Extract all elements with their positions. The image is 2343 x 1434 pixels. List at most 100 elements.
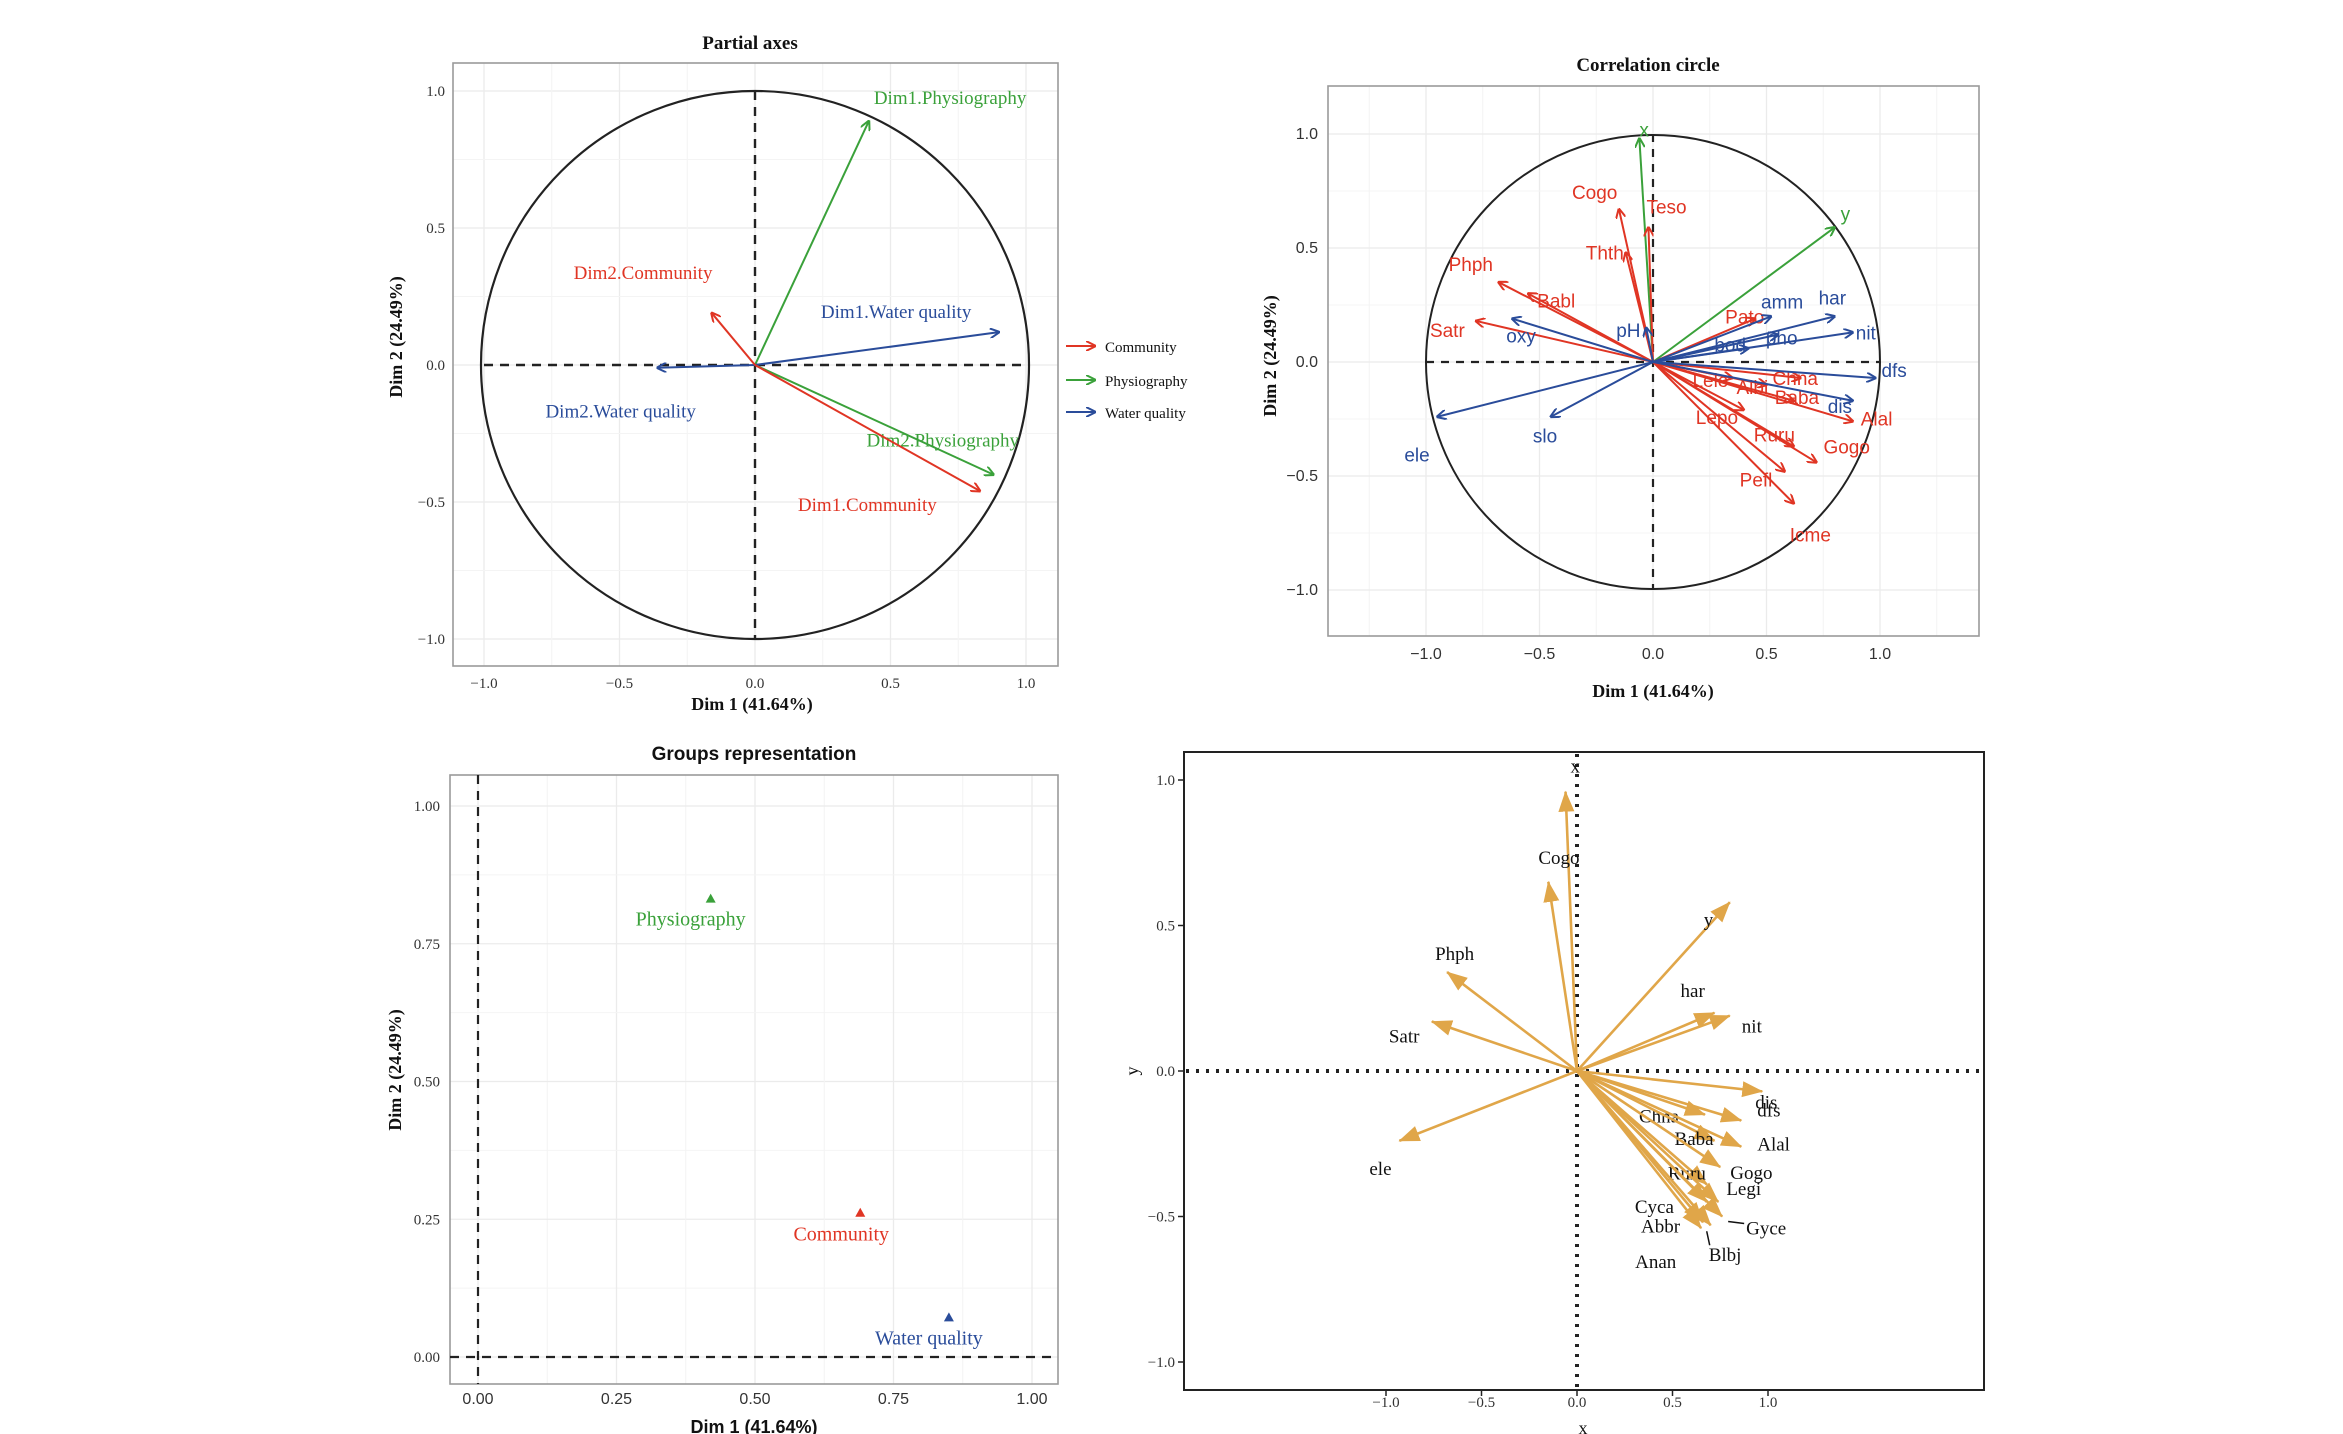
groups-representation-grid — [450, 775, 1058, 1384]
arrow-label-nit: nit — [1856, 323, 1877, 344]
y-tick-label: 0.0 — [1296, 354, 1318, 371]
arrow-label-har: har — [1681, 981, 1706, 1002]
arrow-gyce — [1576, 1070, 1724, 1218]
groups-representation-zero-lines — [450, 775, 1058, 1384]
y-tick-label: −1.0 — [1286, 582, 1318, 599]
arrow-label-dfs: dfs — [1757, 1100, 1780, 1121]
groups-representation-title: Groups representation — [652, 744, 857, 765]
arrow-label-x: x — [1639, 121, 1649, 142]
correlation-circle-xlabel: Dim 1 (41.64%) — [1592, 681, 1713, 702]
arrow-ele — [1398, 1069, 1578, 1143]
legend-label: Community — [1105, 340, 1177, 356]
groups-representation-xlabel: Dim 1 (41.64%) — [690, 1417, 817, 1434]
point-community — [855, 1207, 866, 1217]
arrow-label-satr: Satr — [1430, 321, 1466, 342]
biplot-panel: −1.0 −0.5 0.0 0.5 1.0 −1.0 −0.5 0.0 0.5 1.0 x Cogo… — [1122, 751, 1985, 1434]
arrow-blbj — [1576, 1070, 1712, 1227]
y-tick-label: −0.5 — [418, 495, 445, 511]
x-tick-label: 1.0 — [1869, 646, 1891, 663]
arrow-label-teso: Teso — [1646, 197, 1686, 218]
arrow-label-slo: slo — [1533, 427, 1557, 448]
partial-axes-xlabel: Dim 1 (41.64%) — [691, 694, 812, 715]
arrow-teso — [1648, 227, 1654, 363]
arrow-label-dim2-water-quality: Dim2.Water quality — [545, 402, 696, 423]
arrow-dis — [1576, 1069, 1743, 1123]
x-tick-label: 1.0 — [1017, 676, 1036, 692]
x-tick-label: −1.0 — [1410, 646, 1442, 663]
y-tick-label: 0.5 — [426, 221, 445, 237]
x-tick-label: −1.0 — [1372, 1395, 1399, 1411]
arrow-label-gogo: Gogo — [1730, 1163, 1772, 1184]
x-tick-label: 0.5 — [1755, 646, 1777, 663]
arrow-ele — [1437, 361, 1654, 417]
arrow-oxy — [1512, 319, 1654, 363]
arrow-amm — [1652, 316, 1771, 363]
arrow-y — [1652, 227, 1835, 363]
arrow-x — [1558, 790, 1579, 1072]
arrow-x — [1639, 139, 1654, 363]
y-tick-label: 1.0 — [1156, 773, 1175, 789]
y-tick-label: 0.5 — [1296, 240, 1318, 257]
arrow-label-ph: pH — [1616, 321, 1640, 342]
y-tick-label: 1.0 — [1296, 126, 1318, 143]
y-tick-label: −1.0 — [1148, 1355, 1175, 1371]
legend-label: Water quality — [1105, 406, 1186, 422]
arrow-label-pho: pho — [1766, 329, 1798, 350]
arrow-pefl — [1652, 361, 1785, 471]
arrow-label-dim2-physiography: Dim2.Physiography — [866, 431, 1019, 452]
point-label-physiography: Physiography — [636, 909, 746, 931]
point-physiography — [705, 893, 716, 903]
arrow-cogo — [1543, 880, 1579, 1072]
leader-line-gyce — [1728, 1220, 1745, 1225]
legend-item-physiography: Physiography — [1066, 374, 1188, 390]
legend-label: Physiography — [1105, 374, 1188, 390]
arrow-label-dim1-physiography: Dim1.Physiography — [874, 88, 1027, 109]
arrow-label-alal: Alal — [1861, 409, 1893, 430]
groups-representation-panel: Groups representation 0.00 0.25 0.50 0.75 1.… — [385, 744, 1059, 1434]
arrow-label-ele: ele — [1404, 446, 1429, 467]
arrow-y — [1576, 901, 1731, 1072]
groups-representation-frame — [449, 774, 1059, 1385]
groups-representation-ylabel: Dim 2 (24.49%) — [385, 1009, 406, 1130]
arrow-label-thth: Thth — [1586, 244, 1624, 265]
arrow-label-abbr: Abbr — [1641, 1216, 1681, 1237]
arrow-label-chna: Chna — [1773, 369, 1819, 390]
arrow-label-alal: Alal — [1757, 1135, 1790, 1156]
arrow-label-y: y — [1841, 204, 1851, 225]
biplot-zero-lines — [1186, 754, 1982, 1388]
x-tick-label: 0.50 — [739, 1391, 770, 1408]
point-water-quality — [943, 1312, 954, 1322]
arrow-label-oxy: oxy — [1506, 327, 1536, 348]
y-tick-label: 0.0 — [1156, 1064, 1175, 1080]
y-tick-label: 0.00 — [414, 1350, 440, 1366]
x-tick-label: 0.0 — [746, 676, 765, 692]
arrow-icme — [1652, 361, 1794, 503]
x-tick-label: −0.5 — [1524, 646, 1556, 663]
y-tick-label: −0.5 — [1148, 1210, 1175, 1226]
x-tick-label: 0.5 — [881, 676, 900, 692]
biplot-ylabel: y — [1122, 1067, 1142, 1076]
correlation-circle-ticks: −1.0 −0.5 0.0 0.5 1.0 −1.0 −0.5 0.0 0.5 1.0 — [1286, 126, 1891, 663]
point-label-water-quality: Water quality — [875, 1327, 983, 1349]
groups-legend: Community Physiography Water quality — [1066, 340, 1188, 422]
y-tick-label: 1.00 — [414, 799, 440, 815]
x-tick-label: 0.0 — [1568, 1395, 1587, 1411]
arrow-gogo — [1652, 361, 1816, 462]
arrow-label-amm: amm — [1761, 292, 1803, 313]
arrow-label-dim2-community: Dim2.Community — [574, 263, 713, 284]
y-tick-label: 0.75 — [414, 937, 440, 953]
arrow-label-cyca: Cyca — [1635, 1197, 1675, 1218]
arrow-babl — [1528, 294, 1654, 363]
x-tick-label: 0.0 — [1642, 646, 1664, 663]
arrow-dim2-community — [712, 313, 756, 366]
biplot-ticks: −1.0 −0.5 0.0 0.5 1.0 −1.0 −0.5 0.0 0.5 1.0 — [1148, 773, 1778, 1411]
x-tick-label: 0.5 — [1663, 1395, 1682, 1411]
x-tick-label: −0.5 — [606, 676, 633, 692]
biplot-arrows: x Cogo y Phph Satr har nit dfs ele Chna dis Baba Ala… — [1369, 757, 1790, 1274]
arrow-label-chna: Chna — [1639, 1107, 1680, 1128]
arrow-label-dfs: dfs — [1881, 361, 1906, 382]
arrow-label-nit: nit — [1742, 1017, 1763, 1038]
arrow-alal — [1576, 1069, 1743, 1148]
x-tick-label: −0.5 — [1468, 1395, 1495, 1411]
